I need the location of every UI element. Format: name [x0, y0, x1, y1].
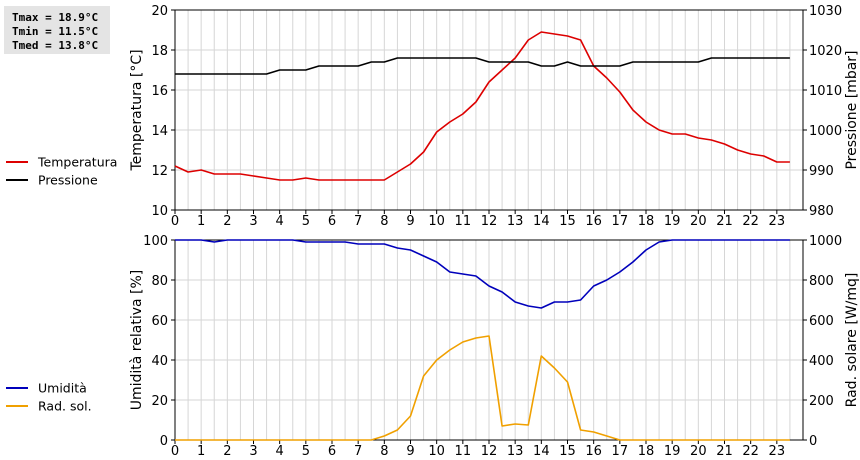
y2-tick-label: 600: [809, 314, 834, 329]
x-tick-label: 0: [171, 444, 179, 459]
y-tick-label: 20: [151, 394, 168, 409]
stat-tmed: Tmed = 13.8°C: [12, 39, 99, 52]
stats-box: Tmax = 18.9°C Tmin = 11.5°C Tmed = 13.8°…: [4, 6, 110, 54]
x-tick-label: 1: [197, 214, 205, 229]
x-tick-label: 8: [380, 214, 388, 229]
x-tick-label: 6: [328, 444, 336, 459]
y2-tick-label: 200: [809, 394, 834, 409]
y-tick-label: 14: [151, 124, 168, 139]
x-tick-label: 12: [481, 444, 498, 459]
chart-panel-1: 0 1 2 3 4 5 6 7 8 9 10 11 12 13 14 15 16 17 18 19 20 21 22 2310…: [6, 4, 860, 229]
legend-label: Rad. sol.: [38, 399, 92, 414]
x-tick-label: 14: [533, 444, 550, 459]
x-tick-label: 16: [585, 214, 602, 229]
x-tick-label: 19: [664, 444, 681, 459]
x-tick-label: 20: [690, 214, 707, 229]
x-tick-label: 10: [428, 444, 445, 459]
y2-tick-label: 990: [809, 164, 834, 179]
x-tick-label: 11: [455, 444, 472, 459]
legend-label: Temperatura: [37, 155, 117, 170]
chart-panel-2: 0 1 2 3 4 5 6 7 8 9 10 11 12 13 14 15 16 17 18 19 20 21 22 2302…: [6, 234, 860, 459]
y2-axis-label: Pressione [mbar]: [844, 50, 860, 169]
x-tick-label: 4: [276, 214, 284, 229]
x-tick-label: 14: [533, 214, 550, 229]
y-tick-label: 40: [151, 354, 168, 369]
x-tick-label: 19: [664, 214, 681, 229]
x-tick-label: 5: [302, 444, 310, 459]
y-tick-label: 20: [151, 4, 168, 19]
y-tick-label: 10: [151, 204, 168, 219]
y2-axis-label: Rad. solare [W/mq]: [844, 273, 860, 408]
x-tick-label: 7: [354, 214, 362, 229]
y-tick-label: 18: [151, 44, 168, 59]
x-tick-label: 3: [249, 444, 257, 459]
x-tick-label: 16: [585, 444, 602, 459]
x-tick-label: 11: [455, 214, 472, 229]
x-tick-label: 20: [690, 444, 707, 459]
y-tick-label: 12: [151, 164, 168, 179]
x-tick-label: 21: [716, 214, 733, 229]
series-line-temperatura: [174, 31, 790, 181]
y-tick-label: 0: [160, 434, 168, 449]
series-line-rad-sol: [175, 335, 790, 441]
x-tick-label: 3: [249, 214, 257, 229]
y2-tick-label: 1000: [809, 234, 842, 249]
x-tick-label: 2: [223, 444, 231, 459]
x-tick-label: 22: [742, 214, 759, 229]
x-tick-label: 17: [612, 214, 629, 229]
x-tick-label: 4: [276, 444, 284, 459]
y2-tick-label: 0: [809, 434, 817, 449]
stat-tmax: Tmax = 18.9°C: [12, 11, 99, 24]
x-tick-label: 15: [559, 444, 576, 459]
legend-label: Pressione: [38, 173, 98, 188]
series-line-umidit: [175, 239, 790, 309]
x-tick-label: 22: [742, 444, 759, 459]
x-tick-label: 23: [769, 444, 786, 459]
x-tick-label: 15: [559, 214, 576, 229]
x-tick-label: 7: [354, 444, 362, 459]
y-tick-label: 16: [151, 84, 168, 99]
x-tick-label: 12: [481, 214, 498, 229]
x-tick-label: 17: [612, 444, 629, 459]
x-tick-label: 13: [507, 214, 524, 229]
y-axis-label: Umidità relativa [%]: [129, 270, 145, 411]
x-tick-label: 21: [716, 444, 733, 459]
y2-tick-label: 1000: [809, 124, 842, 139]
x-tick-label: 9: [406, 444, 414, 459]
x-tick-label: 18: [638, 444, 655, 459]
y-axis-label: Temperatura [°C]: [129, 49, 145, 171]
x-tick-label: 9: [406, 214, 414, 229]
legend-label: Umidità: [38, 381, 87, 396]
x-tick-label: 13: [507, 444, 524, 459]
x-tick-label: 10: [428, 214, 445, 229]
x-tick-label: 5: [302, 214, 310, 229]
y-tick-label: 100: [143, 234, 168, 249]
x-tick-label: 23: [769, 214, 786, 229]
x-tick-label: 8: [380, 444, 388, 459]
y2-tick-label: 980: [809, 204, 834, 219]
x-tick-label: 2: [223, 214, 231, 229]
y2-tick-label: 800: [809, 274, 834, 289]
x-tick-label: 0: [171, 214, 179, 229]
y2-tick-label: 1030: [809, 4, 842, 19]
y2-tick-label: 400: [809, 354, 834, 369]
x-tick-label: 1: [197, 444, 205, 459]
stat-tmin: Tmin = 11.5°C: [12, 25, 99, 38]
y2-tick-label: 1020: [809, 44, 842, 59]
y-tick-label: 60: [151, 314, 168, 329]
y2-tick-label: 1010: [809, 84, 842, 99]
x-tick-label: 18: [638, 214, 655, 229]
y-tick-label: 80: [151, 274, 168, 289]
x-tick-label: 6: [328, 214, 336, 229]
series-line-pressione: [175, 57, 790, 75]
